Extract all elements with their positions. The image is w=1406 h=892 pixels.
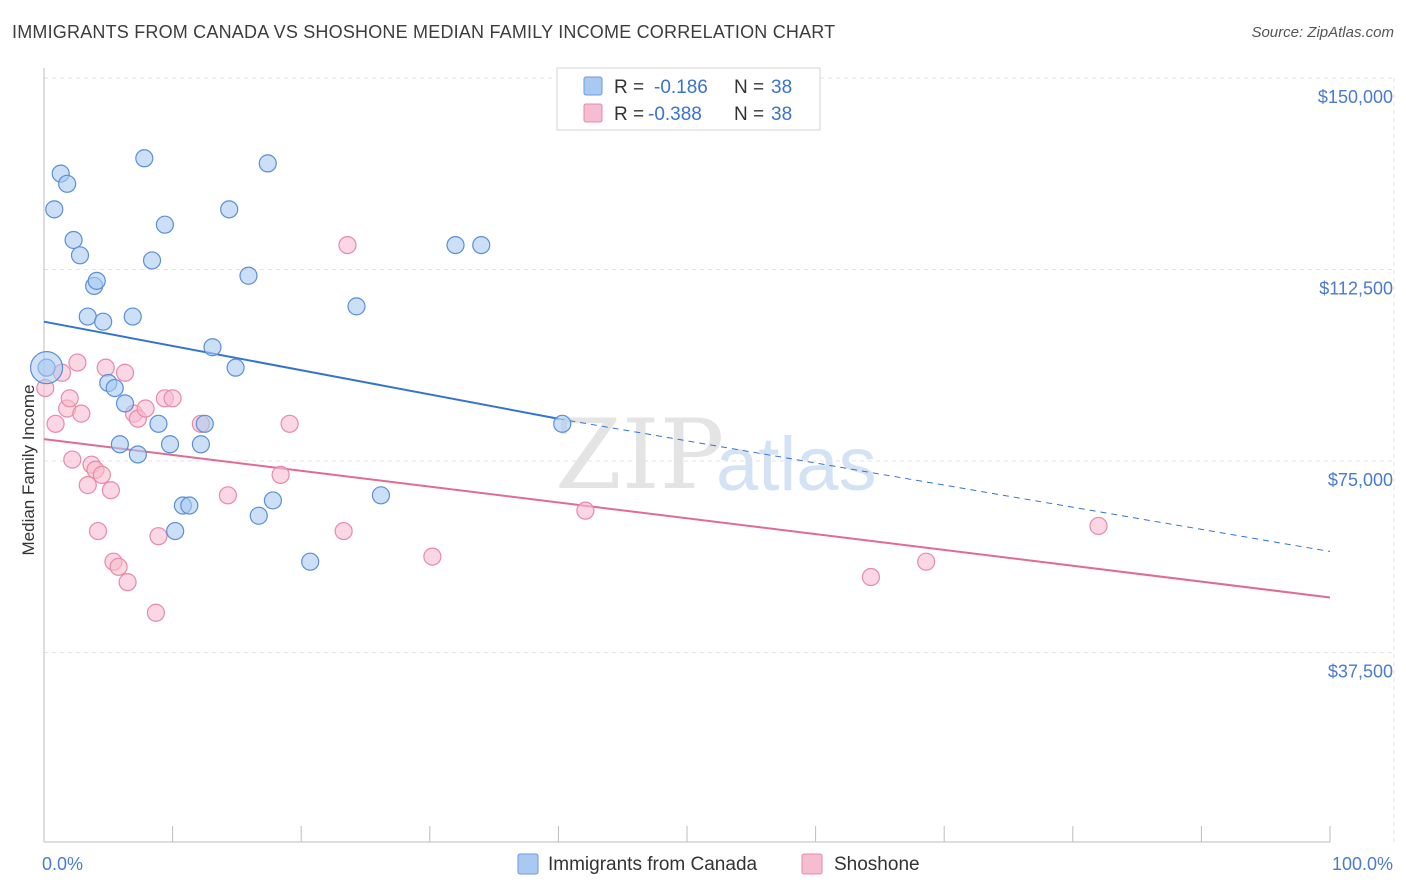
data-point-canada <box>203 338 222 357</box>
data-point-canada <box>472 235 491 255</box>
legend-top-n-value: 38 <box>771 77 792 98</box>
data-point-canada <box>110 435 129 454</box>
legend-top-swatch-canada <box>583 76 603 96</box>
data-point-canada <box>58 174 77 193</box>
data-point-shoshone <box>60 389 79 408</box>
legend-swatch-shoshone <box>801 853 823 875</box>
legend-bottom: Immigrants from Canada Shoshone <box>517 853 920 875</box>
data-point-shoshone <box>101 481 120 500</box>
data-point-shoshone <box>78 476 97 495</box>
data-point-shoshone <box>46 414 65 433</box>
legend-swatch-canada <box>517 853 539 875</box>
source-credit: Source: ZipAtlas.com <box>1251 24 1394 41</box>
legend-top: R = -0.186 N = 38 R = -0.388 N = 38 <box>556 67 821 131</box>
legend-top-n-value: 38 <box>771 104 792 125</box>
legend-top-n-label: N = <box>734 104 764 125</box>
data-point-shoshone <box>118 573 137 592</box>
data-point-canada <box>180 496 199 515</box>
y-tick-labels: $37,500 $75,000 $112,500 $150,000 <box>1318 87 1393 682</box>
data-point-shoshone <box>423 547 442 566</box>
data-point-shoshone <box>149 527 168 546</box>
data-point-shoshone <box>861 567 880 587</box>
data-point-shoshone <box>63 450 82 469</box>
data-point-canada <box>191 435 210 454</box>
legend-top-r-label: R = <box>614 104 644 125</box>
data-point-canada <box>160 435 180 454</box>
data-point-shoshone <box>146 603 165 622</box>
data-point-canada <box>301 552 320 571</box>
y-tick-label: $150,000 <box>1318 87 1393 107</box>
chart-title: IMMIGRANTS FROM CANADA VS SHOSHONE MEDIA… <box>12 22 836 42</box>
data-point-canada <box>70 246 90 265</box>
data-point-canada <box>263 491 283 510</box>
trend-line-shoshone <box>43 438 1331 599</box>
data-point-shoshone <box>96 358 115 377</box>
y-tick-label: $112,500 <box>1319 279 1393 299</box>
data-point-canada <box>128 445 147 464</box>
data-point-shoshone <box>115 363 135 382</box>
data-point-canada <box>195 414 214 433</box>
legend-top-r-value: -0.388 <box>648 104 702 125</box>
legend-top-n-label: N = <box>734 77 764 98</box>
watermark: ZIP atlas <box>555 399 877 511</box>
x-tick-label: 0.0% <box>42 854 83 874</box>
data-point-canada <box>239 266 258 285</box>
data-point-canada <box>94 312 113 331</box>
legend-label-canada: Immigrants from Canada <box>548 854 758 875</box>
data-point-canada <box>226 358 245 377</box>
x-tick-label: 100.0% <box>1332 854 1393 874</box>
data-point-shoshone <box>109 557 128 576</box>
data-point-shoshone <box>917 552 936 571</box>
legend-top-r-value: -0.186 <box>654 77 708 98</box>
data-point-canada <box>115 394 135 413</box>
data-point-canada <box>371 486 391 505</box>
data-point-canada <box>249 506 268 525</box>
data-points <box>29 149 1108 622</box>
data-point-canada <box>87 271 106 290</box>
data-point-shoshone <box>72 404 91 423</box>
data-point-shoshone <box>334 521 353 541</box>
y-tick-label: $37,500 <box>1328 662 1393 682</box>
watermark-zip: ZIP <box>555 399 724 511</box>
trend-line-canada-extension <box>558 418 1331 552</box>
data-point-shoshone <box>218 486 237 505</box>
data-point-shoshone <box>576 501 595 520</box>
data-point-shoshone <box>280 414 299 433</box>
data-point-shoshone <box>136 399 155 418</box>
legend-label-shoshone: Shoshone <box>834 854 920 875</box>
data-point-shoshone <box>1089 516 1108 536</box>
data-point-shoshone <box>88 521 108 541</box>
y-tick-label: $75,000 <box>1328 470 1393 490</box>
y-axis-title: Median Family Income <box>19 384 38 555</box>
data-point-canada <box>123 307 142 326</box>
data-point-canada <box>149 414 168 433</box>
data-point-shoshone <box>338 235 357 255</box>
watermark-atlas: atlas <box>716 422 877 507</box>
data-point-canada <box>166 521 185 541</box>
data-point-canada <box>553 414 572 433</box>
data-point-shoshone <box>92 465 111 484</box>
data-point-shoshone <box>68 353 87 372</box>
legend-top-swatch-shoshone <box>583 103 603 123</box>
axes <box>43 68 1331 843</box>
data-point-canada <box>64 230 83 250</box>
trend-line-canada <box>43 320 559 420</box>
data-point-shoshone <box>271 465 290 484</box>
data-point-canada <box>29 351 64 385</box>
x-tick-labels: 0.0% 100.0% <box>42 854 1393 874</box>
data-point-canada <box>45 200 64 219</box>
data-point-canada <box>220 200 239 219</box>
data-point-canada <box>258 154 277 173</box>
data-point-canada <box>347 297 366 316</box>
data-point-canada <box>105 378 124 398</box>
legend-top-r-label: R = <box>614 77 644 98</box>
data-point-canada <box>446 235 465 255</box>
data-point-canada <box>142 251 162 270</box>
data-point-shoshone <box>163 389 182 408</box>
data-point-canada <box>78 307 97 326</box>
trend-lines <box>43 320 1331 599</box>
data-point-canada <box>155 215 174 234</box>
data-point-canada <box>135 149 154 168</box>
